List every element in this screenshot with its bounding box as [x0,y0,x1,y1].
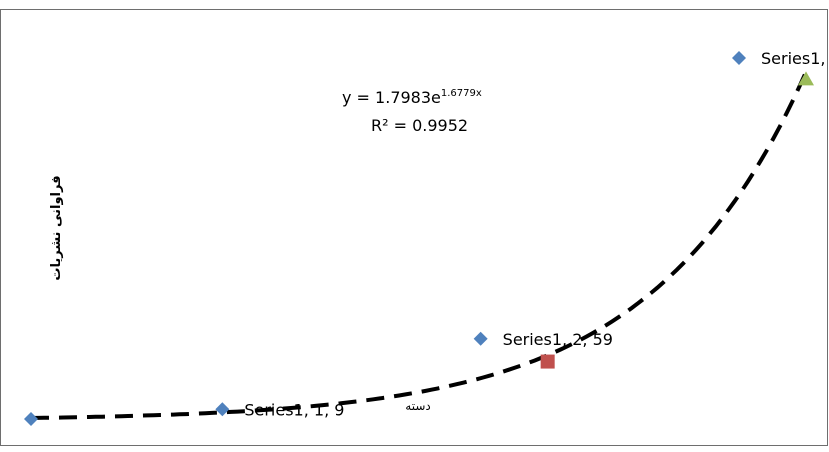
data-point-1 [215,402,230,417]
points-layer [24,51,814,426]
extra-marker-1 [540,354,555,369]
trendline-equation-base: y = 1.7983e [342,88,441,107]
y-axis-label: فراوانی نشریات [49,175,64,280]
r-squared: R² = 0.9952 [371,116,468,135]
data-point-2 [473,331,488,346]
extra-marker-2 [798,71,814,86]
data-label-2: Series1, 2, 59 [503,330,613,349]
trendline-equation-exponent: 1.6779x [441,88,482,99]
chart-border [0,9,828,446]
data-point-3 [732,51,746,65]
trendline-equation: y = 1.7983e1.6779x [342,88,482,107]
data-label-1: Series1, 1, 9 [244,400,344,419]
data-point-origin [24,412,38,426]
trendline [30,71,808,420]
x-axis-label: دسته [405,399,430,413]
data-label-3: Series1, 3, 258 [761,49,829,68]
labels-layer: Series1, 1, 9 Series1, 2, 59 Series1, 3, 2… [244,49,829,419]
